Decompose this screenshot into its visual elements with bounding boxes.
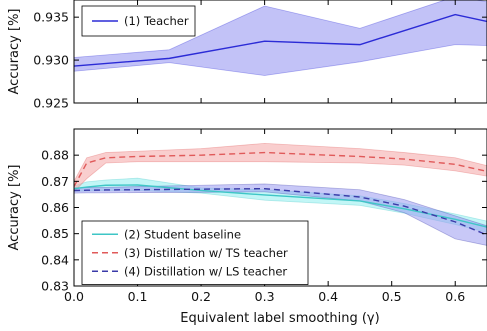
x-tick-label: 0.3: [255, 289, 275, 304]
y-axis: 0.925 0.930 0.935: [33, 10, 487, 111]
plot-frame: [73, 0, 487, 104]
x-axis: 0.0 0.1 0.2 0.3 0.4 0.5 0.6: [64, 129, 465, 304]
x-axis: [73, 0, 456, 103]
top-chart-panel: 0.925 0.930 0.935 Accuracy [%] (1) Teacher: [7, 0, 487, 111]
y-tick-label: 0.83: [41, 279, 69, 294]
bottom-chart-panel: 0.830.840.850.860.870.880.0 0.1 0.2 0.3 0.4 0…: [7, 128, 487, 326]
x-tick-label: 0.2: [191, 289, 211, 304]
legend-label-4-distillation-w-ls-teacher: (4) Distillation w/ LS teacher: [124, 264, 287, 278]
legend: (1) Teacher: [81, 5, 196, 37]
y-axis: 0.83 0.84 0.85 0.86 0.87 0.88: [41, 148, 487, 294]
x-tick-label: 0.4: [318, 289, 338, 304]
series-line-4-distillation-w-ls-teacher: [74, 187, 487, 236]
band-3-distillation-w-ts-teacher: [74, 142, 487, 193]
y-tick-label: 0.85: [41, 226, 69, 241]
x-tick-label: 0.0: [64, 289, 84, 304]
legend-label-1-teacher: (1) Teacher: [124, 14, 189, 28]
legend: (2) Student baseline (3) Distillation w/ …: [81, 220, 309, 285]
legend-label-3-distillation-w-ts-teacher: (3) Distillation w/ TS teacher: [124, 246, 288, 260]
x-tick-label: 0.6: [445, 289, 465, 304]
x-axis-label: Equivalent label smoothing (γ): [180, 311, 379, 326]
y-tick-label: 0.935: [33, 10, 69, 25]
x-tick-label: 0.1: [128, 289, 148, 304]
y-tick-label: 0.84: [41, 252, 69, 267]
y-axis-label: Accuracy [%]: [7, 9, 22, 95]
series-line-3-distillation-w-ts-teacher: [74, 151, 487, 187]
legend-label-2-student-baseline: (2) Student baseline: [124, 227, 241, 241]
plot-area: [74, 0, 487, 76]
y-tick-label: 0.87: [41, 174, 69, 189]
legend-box: [81, 220, 309, 285]
y-tick-label: 0.930: [33, 53, 69, 68]
series-line-1-teacher: [74, 13, 487, 67]
y-tick-label: 0.86: [41, 200, 69, 215]
y-tick-label: 0.88: [41, 148, 69, 163]
y-tick-label: 0.925: [33, 96, 69, 111]
plot-area: [74, 142, 487, 246]
y-axis-label: Accuracy [%]: [7, 165, 22, 251]
series-line-2-student-baseline: [74, 184, 487, 228]
x-tick-label: 0.5: [382, 289, 402, 304]
